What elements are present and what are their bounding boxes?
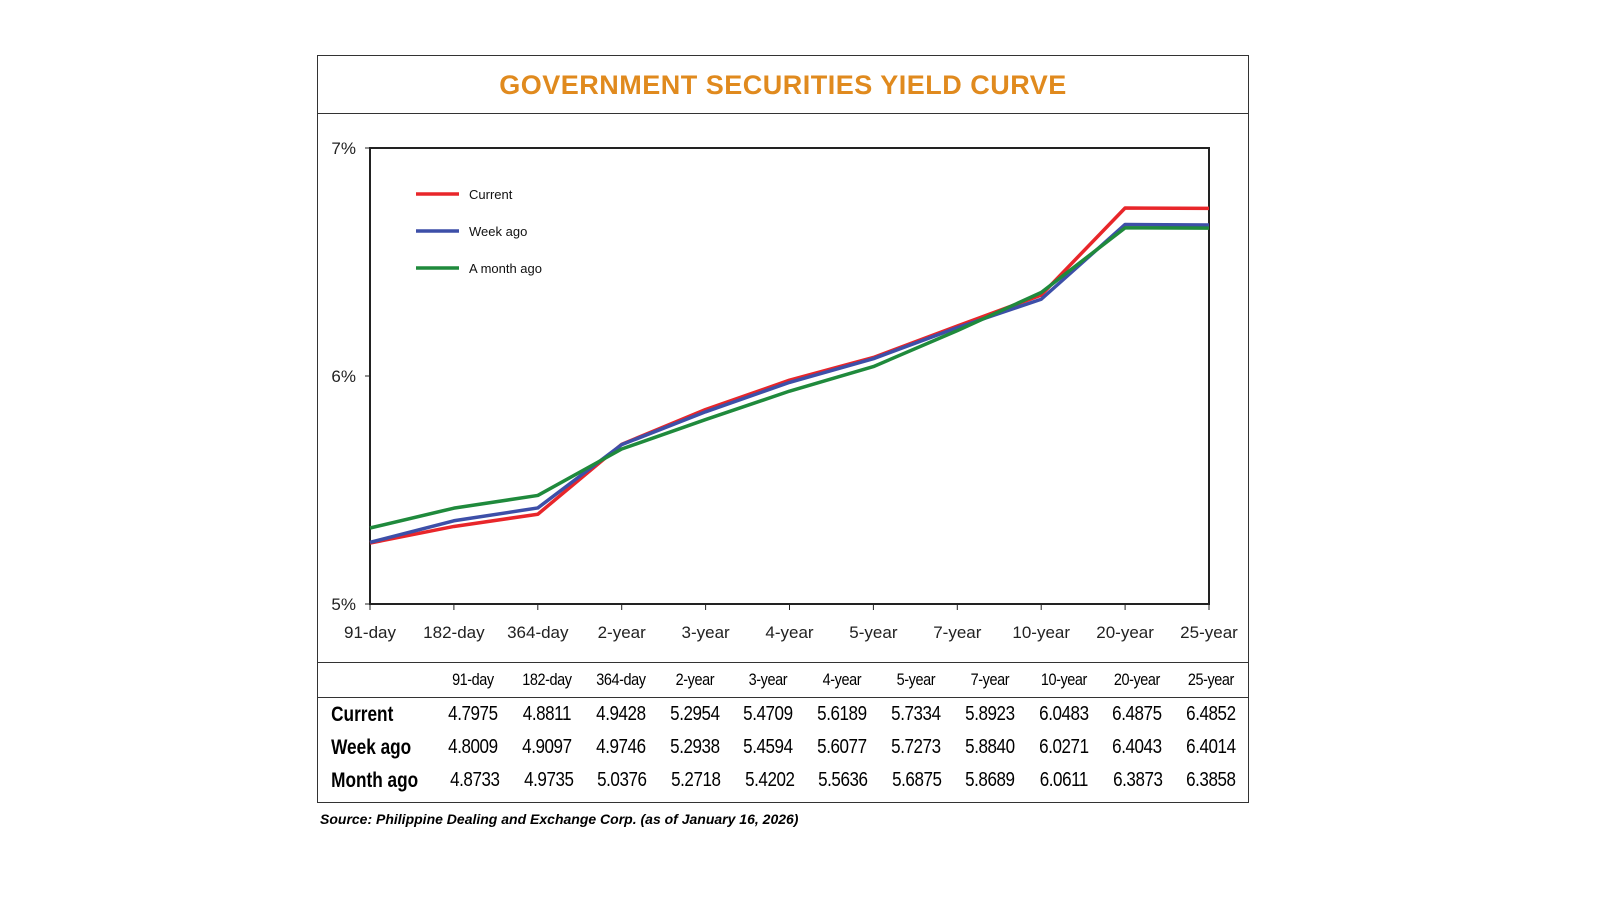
table-cell: 20-year	[1114, 670, 1161, 689]
x-tick-label: 364-day	[507, 623, 569, 642]
series-line-week-ago	[369, 222, 1210, 545]
table-cell: 4-year	[822, 670, 862, 689]
x-tick-label: 7-year	[933, 623, 982, 642]
table-cell: 5.2718	[671, 769, 721, 791]
table-cell: 25-year	[1188, 670, 1235, 689]
table-cell: 4.8811	[522, 703, 572, 725]
chart-frame: GOVERNMENT SECURITIES YIELD CURVE 5% 6% 7%…	[317, 55, 1249, 803]
table-cell: 5.7334	[891, 703, 941, 725]
series-line-a-month-ago	[369, 226, 1210, 530]
table-cell: 6.4852	[1186, 703, 1236, 725]
x-tick-label: 2-year	[598, 623, 647, 642]
table-cell: 4.9746	[596, 736, 646, 758]
legend-label: Current	[469, 187, 513, 202]
table-cell: 7-year	[970, 670, 1009, 689]
table-cell: 5.4594	[743, 736, 794, 758]
table-cell: 6.3858	[1186, 769, 1237, 791]
table-cell: 5.7273	[891, 736, 941, 758]
x-tick-label: 10-year	[1012, 623, 1070, 642]
y-tick-label: 7%	[331, 139, 356, 158]
y-tick-label: 5%	[331, 595, 356, 614]
table-cell: 5.5636	[818, 769, 868, 791]
table-cell: 5-year	[896, 670, 936, 689]
table-cell: 5.8689	[965, 769, 1016, 791]
x-tick-label: 4-year	[765, 623, 814, 642]
x-tick-label: 25-year	[1180, 623, 1238, 642]
table-cell: 4.9428	[596, 703, 646, 725]
table-cell: 5.4202	[744, 769, 795, 791]
table-cell: 4.7975	[448, 703, 498, 725]
y-tick-label: 6%	[331, 367, 356, 386]
table-cell: 5.0376	[597, 769, 647, 791]
table-header: 91-day 182-day 364-day 2-year 3-year 4-year 5-…	[318, 663, 1248, 698]
chart-title: GOVERNMENT SECURITIES YIELD CURVE	[318, 56, 1248, 114]
table-cell: 5.2954	[669, 703, 720, 725]
table-row: Week ago 4.8009 4.9097 4.9746 5.2938 5.4594 5.…	[318, 731, 1248, 764]
x-tick-label: 91-day	[344, 623, 396, 642]
table-cell: 5.6189	[817, 703, 867, 725]
table-row: Current 4.7975 4.8811 4.9428 5.2954 5.4709 5.6…	[318, 698, 1248, 731]
x-tick-label: 20-year	[1096, 623, 1154, 642]
table-cell: 4.9735	[523, 769, 574, 791]
table-cell: 5.6875	[891, 769, 942, 791]
table-cell: 5.2938	[669, 736, 720, 758]
table-cell: 6.3873	[1112, 769, 1163, 791]
table-cell: 91-day	[452, 670, 495, 689]
table-cell: 4.8733	[450, 769, 500, 791]
table-cell: 5.4709	[743, 703, 794, 725]
yield-table: 91-day 182-day 364-day 2-year 3-year 4-year 5-…	[318, 662, 1248, 797]
table-cell: 4.8009	[448, 736, 498, 758]
table-cell: 364-day	[596, 670, 646, 689]
x-tick-label: 5-year	[849, 623, 898, 642]
table-cell: 3-year	[749, 670, 788, 689]
table-cell: 182-day	[522, 670, 572, 689]
legend-label: Week ago	[469, 224, 527, 239]
series-line-current	[369, 206, 1210, 545]
x-tick-label: 182-day	[423, 623, 485, 642]
table-cell: 5.6077	[817, 736, 867, 758]
table-cell: 6.4014	[1186, 736, 1236, 758]
table-cell: 6.0611	[1039, 769, 1089, 791]
table-cell: 6.4043	[1112, 736, 1163, 758]
table-cell: 6.0271	[1038, 736, 1089, 758]
x-tick-label: 3-year	[682, 623, 731, 642]
table-cell: 6.0483	[1038, 703, 1089, 725]
row-label: Month ago	[331, 768, 419, 792]
row-label: Week ago	[331, 735, 412, 759]
source-note: Source: Philippine Dealing and Exchange …	[320, 811, 799, 827]
table-cell: 10-year	[1040, 670, 1087, 689]
row-label: Current	[331, 702, 394, 726]
table-cell: 2-year	[675, 670, 714, 689]
table-cell: 5.8840	[964, 736, 1015, 758]
plot-area	[369, 147, 1210, 605]
legend-label: A month ago	[469, 261, 542, 276]
table-cell: 6.4875	[1112, 703, 1163, 725]
table-cell: 4.9097	[522, 736, 572, 758]
table-row: Month ago 4.8733 4.9735 5.0376 5.2718 5.4202 5…	[318, 764, 1248, 797]
table-cell: 5.8923	[964, 703, 1015, 725]
line-chart: 5% 6% 7% 91-day 182-day 364-day 2-year 3-year 4-…	[331, 139, 1238, 642]
